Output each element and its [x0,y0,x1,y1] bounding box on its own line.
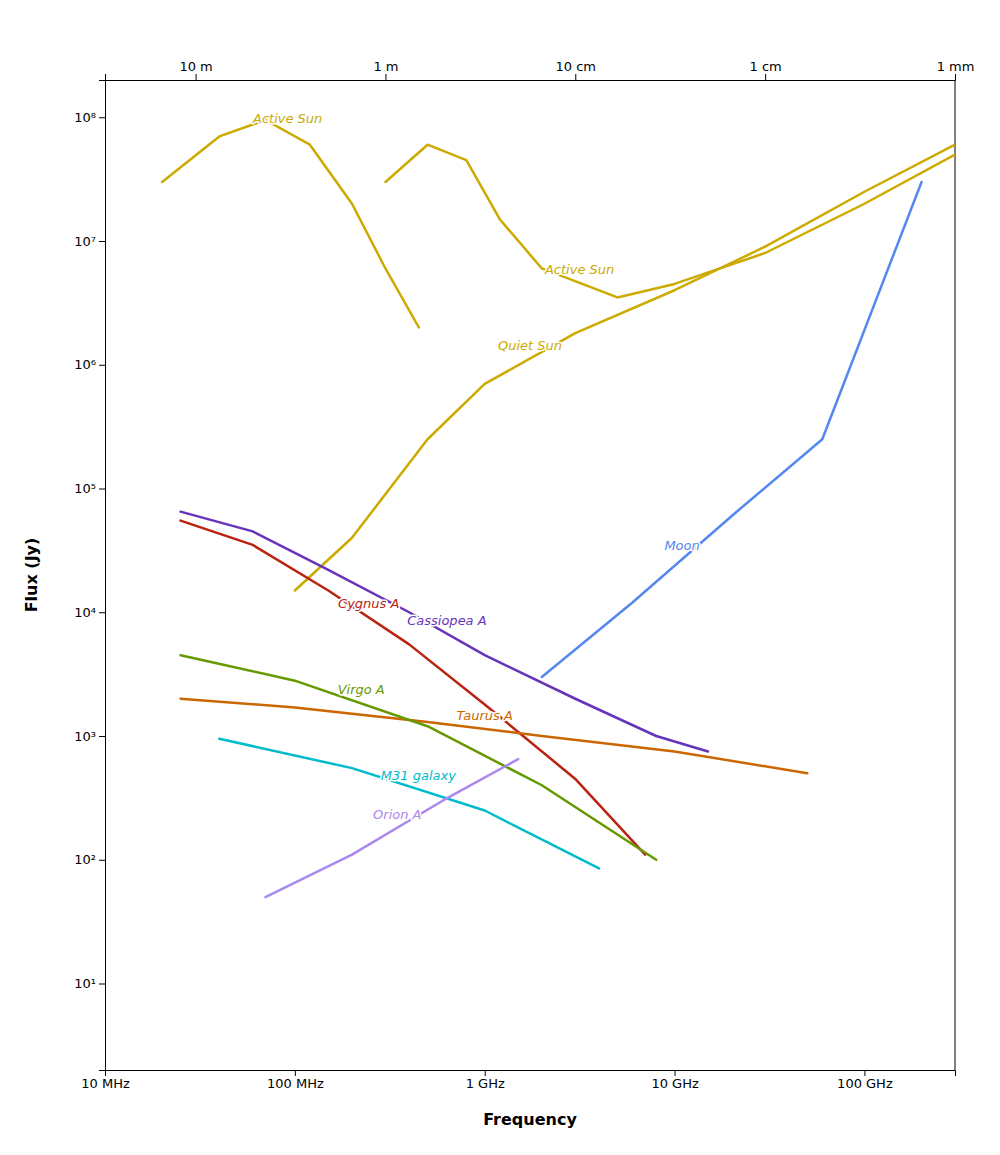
series-label: Virgo A [338,682,385,697]
tick: 100 MHz [267,1070,324,1091]
tick-label: 10² [74,852,96,867]
tick: 10⁶ [74,357,105,372]
tick-label: 1 cm [750,59,782,74]
tick-label: 1 m [373,59,398,74]
tick-mark [99,984,105,985]
tick: 10² [74,852,105,867]
tick-label: 1 GHz [466,1076,505,1091]
series-line [385,145,955,298]
tick-mark [485,1070,486,1076]
tick-label: 10⁶ [74,357,96,372]
tick-label: 10⁷ [74,234,96,249]
series-line [181,655,657,860]
y-axis-title: Flux (Jy) [22,538,41,613]
series-line [181,512,708,752]
series-line [162,120,419,327]
series-line [181,521,646,855]
tick: 1 cm [750,59,782,80]
series-line [219,739,599,869]
tick: 10³ [74,729,105,744]
tick-mark [295,1070,296,1076]
x2-axis: 10 m 1 m 10 cm 1 cm 1 mm [106,59,975,81]
lines [162,120,955,897]
tick-mark [99,365,105,366]
tick-mark [675,1070,676,1076]
tick: 1 mm [937,59,975,80]
axis-line [106,74,956,81]
tick-label: 10⁴ [74,605,96,620]
tick-mark [955,74,956,80]
series-label: Quiet Sun [498,338,562,353]
series-label: Active Sun [544,262,614,277]
tick: 10⁵ [74,481,105,496]
tick-mark [385,74,386,80]
chart-svg: 10 MHz100 MHz1 GHz10 GHz100 GHz10 m1 m10… [0,0,1000,1155]
chart-container: 10 MHz100 MHz1 GHz10 GHz100 GHz10 m1 m10… [0,0,1000,1155]
tick-mark [99,860,105,861]
tick-label: 10 MHz [81,1076,130,1091]
tick-mark [99,241,105,242]
tick-label: 10 cm [556,59,597,74]
tick: 10⁸ [74,110,105,125]
tick-label: 100 GHz [837,1076,893,1091]
tick-label: 10⁸ [74,110,96,125]
plot-area: 10 MHz100 MHz1 GHz10 GHz100 GHz10 m1 m10… [22,59,974,1129]
tick-mark [99,489,105,490]
tick: 10 cm [556,59,597,80]
series-label: M31 galaxy [381,768,456,783]
series-label: Orion A [373,807,421,822]
series-line [181,699,808,774]
tick-mark [99,736,105,737]
tick-mark [864,1070,865,1076]
tick-label: 10⁵ [74,481,96,496]
tick-mark [196,74,197,80]
tick: 100 GHz [837,1070,893,1091]
series-line [542,182,922,677]
series-label: Taurus A [457,708,513,723]
axis-line [106,1071,956,1077]
frame-line [955,80,956,1070]
tick: 10⁴ [74,605,105,620]
series-label: Cassiopea A [407,613,486,628]
tick: 10⁷ [74,234,105,249]
tick: 10¹ [74,976,105,991]
series-line [295,145,955,591]
tick: 1 GHz [466,1070,505,1091]
series-label: Cygnus A [338,596,399,611]
tick-label: 10³ [74,729,96,744]
tick: 10 m [179,59,212,80]
tick-label: 10¹ [74,976,96,991]
tick: 10 MHz [81,1070,130,1091]
tick-mark [575,74,576,80]
tick-mark [99,612,105,613]
axis-line [99,81,106,1071]
tick-label: 1 mm [937,59,975,74]
series-line [265,759,518,897]
tick-mark [765,74,766,80]
tick-mark [99,117,105,118]
y-axis: 10¹ 10² 10³ 10⁴ 10⁵ 10⁶ 10⁷ 10⁸ [74,81,105,1071]
tick: 10 GHz [651,1070,699,1091]
tick-label: 100 MHz [267,1076,324,1091]
series-label: Moon [664,538,699,553]
series-label: Active Sun [252,111,322,126]
series-labels: Active Sun Active Sun Quiet Sun Moon Cassiop… [252,111,700,821]
x-axis-title: Frequency [483,1110,577,1129]
x-axis: 10 MHz 100 MHz 1 GHz 10 GHz 100 GHz [81,1070,955,1091]
tick-label: 10 GHz [651,1076,699,1091]
tick-label: 10 m [179,59,212,74]
tick: 1 m [373,59,398,80]
